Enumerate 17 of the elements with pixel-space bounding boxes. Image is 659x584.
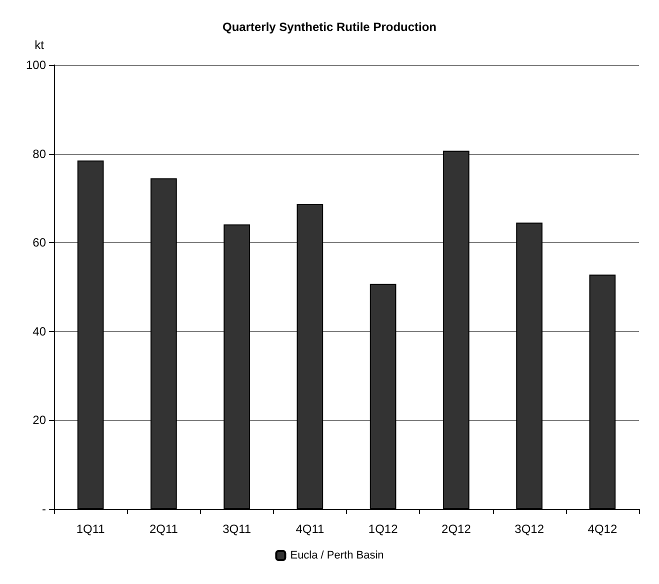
x-tick-label: 3Q11 [222, 522, 252, 536]
x-tick-label: 3Q12 [514, 522, 544, 536]
y-axis-title: kt [34, 38, 45, 52]
x-tick-label: 4Q11 [296, 522, 324, 536]
x-tick-label: 4Q12 [588, 522, 618, 536]
x-tick-label: 2Q11 [149, 522, 178, 536]
legend-label: Eucla / Perth Basin [290, 550, 384, 562]
x-tick-label: 1Q11 [76, 522, 106, 536]
chart-title: Quarterly Synthetic Rutile Production [222, 20, 437, 34]
x-tick-label: 1Q12 [368, 522, 398, 536]
y-tick-label: 20 [32, 413, 46, 428]
x-tick-label: 2Q12 [442, 522, 472, 536]
y-tick-label: - [42, 502, 46, 516]
y-tick-label: 80 [32, 146, 46, 161]
y-tick-label: 100 [26, 58, 46, 72]
y-tick-label: 40 [32, 324, 46, 338]
y-tick-label: 60 [32, 236, 46, 250]
